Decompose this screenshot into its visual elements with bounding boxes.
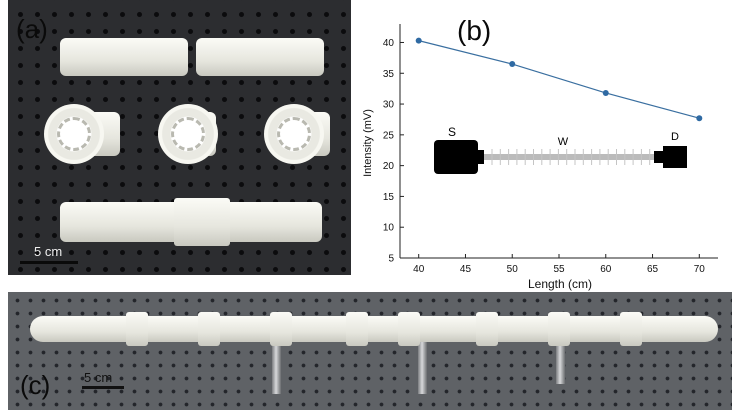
y-tick-label: 5 — [388, 254, 394, 265]
chart-series — [415, 37, 703, 122]
waveguide-label: W — [558, 136, 569, 148]
tube-sleeve — [174, 198, 230, 246]
tube-half-left — [60, 38, 188, 76]
panel-label-a: (a) — [16, 14, 48, 44]
y-tick-label: 15 — [383, 192, 395, 203]
x-tick-label: 50 — [507, 264, 519, 275]
source-box — [434, 140, 478, 174]
y-tick-label: 35 — [383, 69, 395, 80]
support-post-3 — [556, 332, 565, 384]
scale-label-a: 5 cm — [34, 244, 63, 259]
scale-bar-c — [82, 386, 124, 389]
detector-nozzle — [654, 151, 664, 163]
series-line — [418, 40, 700, 119]
data-point — [415, 37, 422, 44]
chart-y-axis-label: Intensity (mV) — [362, 109, 374, 177]
y-tick-label: 40 — [383, 38, 395, 49]
long-tube-sleeve-7 — [548, 312, 570, 346]
x-tick-label: 45 — [460, 264, 472, 275]
long-tube-sleeve-4 — [346, 312, 368, 346]
source-nozzle — [476, 150, 484, 164]
x-tick-label: 70 — [694, 264, 706, 275]
x-tick-label: 60 — [600, 264, 612, 275]
panel-label-b: (b) — [457, 15, 491, 46]
data-point — [509, 61, 516, 68]
y-tick-label: 10 — [383, 223, 395, 234]
scale-label-c: 5 cm — [84, 370, 113, 385]
tube-cross-section-3 — [264, 104, 324, 164]
y-tick-label: 25 — [383, 130, 395, 141]
photo-panel-a: (a) 5 cm — [8, 0, 351, 275]
long-tube-sleeve-5 — [398, 312, 420, 346]
y-tick-label: 20 — [383, 161, 395, 172]
chart-ticks: 40 45 50 55 60 65 70 5 10 15 20 25 30 35 40 — [383, 38, 705, 275]
tube-cross-section-2 — [158, 104, 218, 164]
tube-cross-section-1 — [44, 104, 104, 164]
waveguide-setup-inset: S W D — [434, 125, 687, 174]
waveguide-ribs — [491, 149, 651, 165]
x-tick-label: 40 — [413, 264, 425, 275]
panel-label-c: (c) — [20, 370, 51, 400]
long-tube-sleeve-6 — [476, 312, 498, 346]
scale-bar-a — [20, 261, 78, 264]
detector-label: D — [671, 131, 679, 143]
x-tick-label: 55 — [553, 264, 565, 275]
long-tube-sleeve-3 — [270, 312, 292, 346]
data-point — [696, 115, 703, 122]
chart-x-axis-label: Length (cm) — [528, 277, 592, 291]
photo-panel-c: (c) 5 cm — [8, 292, 732, 410]
data-point — [602, 89, 609, 96]
long-tube-sleeve-8 — [620, 312, 642, 346]
tube-half-right — [196, 38, 324, 76]
support-post-1 — [272, 332, 281, 394]
intensity-chart: 40 45 50 55 60 65 70 5 10 15 20 25 30 35 40 S W D Leng… — [362, 15, 718, 291]
detector-box — [663, 146, 687, 168]
y-tick-label: 30 — [383, 100, 395, 111]
long-tube-sleeve-1 — [126, 312, 148, 346]
source-label: S — [448, 125, 456, 139]
long-tube-sleeve-2 — [198, 312, 220, 346]
support-post-2 — [418, 332, 427, 394]
x-tick-label: 65 — [647, 264, 659, 275]
